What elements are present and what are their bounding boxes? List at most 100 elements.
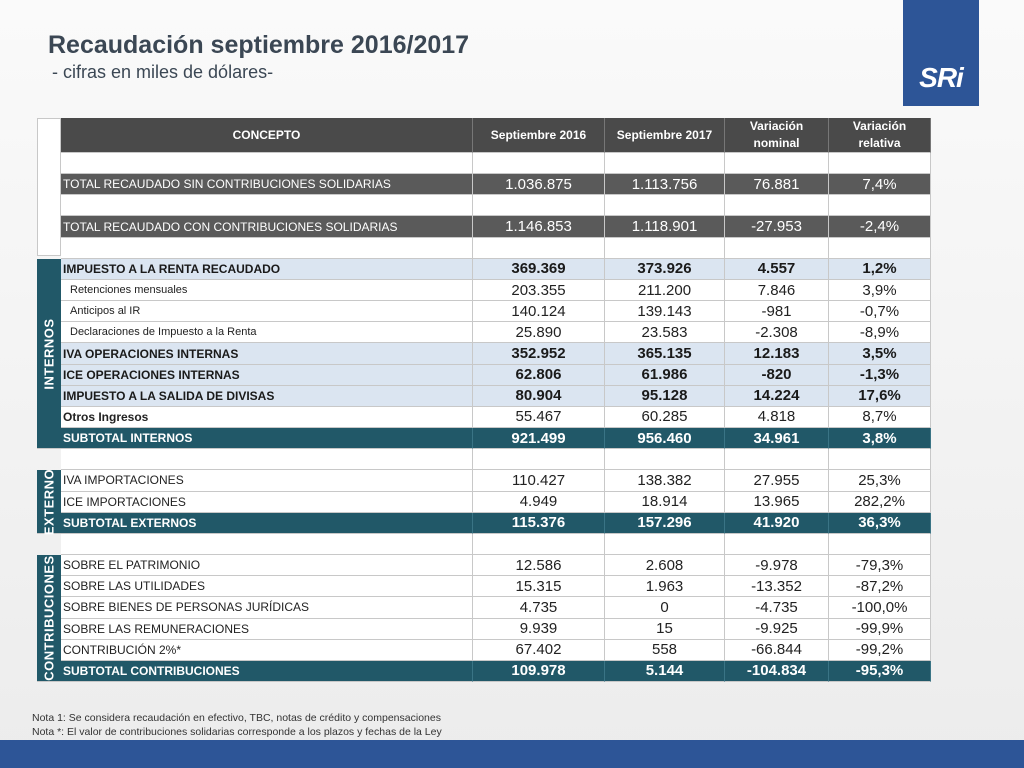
value-cell: 9.939 bbox=[473, 618, 605, 640]
spacer-cell bbox=[605, 237, 725, 259]
bottom-bar bbox=[0, 740, 1024, 768]
value-cell: -2,4% bbox=[829, 216, 931, 238]
concept-cell: IMPUESTO A LA RENTA RECAUDADO bbox=[61, 258, 473, 280]
value-cell: 67.402 bbox=[473, 639, 605, 661]
value-cell: 373.926 bbox=[605, 258, 725, 280]
value-cell: 15 bbox=[605, 618, 725, 640]
group-label: CONTRIBUCIONES bbox=[41, 555, 57, 681]
spacer-cell bbox=[725, 237, 829, 259]
concept-cell: IVA OPERACIONES INTERNAS bbox=[61, 343, 473, 365]
value-cell: 365.135 bbox=[605, 343, 725, 365]
value-cell: 60.285 bbox=[605, 406, 725, 429]
spacer-cell bbox=[725, 449, 829, 471]
value-cell: -8,9% bbox=[829, 322, 931, 344]
value-cell: 27.955 bbox=[725, 470, 829, 492]
column-header: Septiembre 2016 bbox=[473, 118, 605, 153]
value-cell: 61.986 bbox=[605, 364, 725, 386]
value-cell: 4.735 bbox=[473, 597, 605, 619]
value-cell: 1.963 bbox=[605, 576, 725, 598]
spacer-cell bbox=[473, 533, 605, 556]
value-cell: 18.914 bbox=[605, 491, 725, 513]
group-label-box: INTERNOS bbox=[37, 258, 61, 450]
title: Recaudación septiembre 2016/2017 bbox=[48, 31, 470, 59]
value-cell: 369.369 bbox=[473, 258, 605, 280]
column-header: Variación nominal bbox=[725, 118, 829, 153]
value-cell: -95,3% bbox=[829, 660, 931, 682]
group-label: INTERNOS bbox=[41, 317, 57, 390]
value-cell: 115.376 bbox=[473, 512, 605, 534]
value-cell: 95.128 bbox=[605, 385, 725, 407]
value-cell: 62.806 bbox=[473, 364, 605, 386]
value-cell: -9.978 bbox=[725, 555, 829, 577]
spacer-cell bbox=[605, 153, 725, 175]
value-cell: -99,9% bbox=[829, 618, 931, 640]
spacer-cell bbox=[61, 153, 473, 175]
concept-cell: ICE OPERACIONES INTERNAS bbox=[61, 364, 473, 386]
spacer-cell bbox=[605, 449, 725, 471]
spacer-cell bbox=[725, 195, 829, 217]
value-cell: 7,4% bbox=[829, 174, 931, 196]
value-cell: 3,9% bbox=[829, 279, 931, 302]
value-cell: -87,2% bbox=[829, 576, 931, 598]
value-cell: 12.183 bbox=[725, 343, 829, 365]
value-cell: 55.467 bbox=[473, 406, 605, 429]
note-2: Nota *: El valor de contribuciones solid… bbox=[32, 726, 442, 738]
value-cell: -2.308 bbox=[725, 322, 829, 344]
value-cell: -820 bbox=[725, 364, 829, 386]
value-cell: -1,3% bbox=[829, 364, 931, 386]
value-cell: 558 bbox=[605, 639, 725, 661]
concept-cell: SUBTOTAL EXTERNOS bbox=[61, 512, 473, 534]
logo-box: SRi bbox=[903, 0, 979, 106]
concept-cell: IMPUESTO A LA SALIDA DE DIVISAS bbox=[61, 385, 473, 407]
value-cell: 921.499 bbox=[473, 428, 605, 450]
value-cell: 25,3% bbox=[829, 470, 931, 492]
spacer-cell bbox=[473, 237, 605, 259]
value-cell: 25.890 bbox=[473, 322, 605, 344]
concept-cell: Otros Ingresos bbox=[61, 406, 473, 429]
spacer-cell bbox=[61, 237, 473, 259]
value-cell: 4.949 bbox=[473, 491, 605, 513]
spacer-cell bbox=[829, 153, 931, 175]
value-cell: 1.036.875 bbox=[473, 174, 605, 196]
value-cell: 1.118.901 bbox=[605, 216, 725, 238]
value-cell: -104.834 bbox=[725, 660, 829, 682]
spacer-cell bbox=[473, 153, 605, 175]
value-cell: 109.978 bbox=[473, 660, 605, 682]
value-cell: -100,0% bbox=[829, 597, 931, 619]
value-cell: 138.382 bbox=[605, 470, 725, 492]
spacer-cell bbox=[473, 449, 605, 471]
value-cell: 352.952 bbox=[473, 343, 605, 365]
concept-cell: ICE IMPORTACIONES bbox=[61, 491, 473, 513]
value-cell: 1.113.756 bbox=[605, 174, 725, 196]
spacer-cell bbox=[829, 449, 931, 471]
note-1: Nota 1: Se considera recaudación en efec… bbox=[32, 712, 441, 724]
spacer-cell bbox=[61, 533, 473, 556]
column-header: Variación relativa bbox=[829, 118, 931, 153]
concept-cell: Retenciones mensuales bbox=[61, 279, 473, 302]
value-cell: 157.296 bbox=[605, 512, 725, 534]
spacer-cell bbox=[61, 449, 473, 471]
group-label: EXTERNO bbox=[41, 468, 57, 535]
spacer-cell bbox=[829, 237, 931, 259]
value-cell: 13.965 bbox=[725, 491, 829, 513]
spacer-cell bbox=[605, 195, 725, 217]
concept-cell: SOBRE LAS UTILIDADES bbox=[61, 576, 473, 598]
value-cell: -4.735 bbox=[725, 597, 829, 619]
value-cell: 203.355 bbox=[473, 279, 605, 302]
value-cell: 282,2% bbox=[829, 491, 931, 513]
spacer-cell bbox=[829, 533, 931, 556]
value-cell: 76.881 bbox=[725, 174, 829, 196]
column-header: CONCEPTO bbox=[61, 118, 473, 153]
value-cell: -27.953 bbox=[725, 216, 829, 238]
concept-cell: SOBRE LAS REMUNERACIONES bbox=[61, 618, 473, 640]
value-cell: 0 bbox=[605, 597, 725, 619]
concept-cell: Anticipos al IR bbox=[61, 301, 473, 323]
value-cell: 140.124 bbox=[473, 301, 605, 323]
group-label-box: CONTRIBUCIONES bbox=[37, 555, 61, 682]
spacer-cell bbox=[725, 533, 829, 556]
value-cell: -66.844 bbox=[725, 639, 829, 661]
value-cell: 1,2% bbox=[829, 258, 931, 280]
spacer-cell bbox=[829, 195, 931, 217]
concept-cell: SOBRE BIENES DE PERSONAS JURÍDICAS bbox=[61, 597, 473, 619]
table: CONCEPTO Septiembre 2016 Septiembre 2017 Va… bbox=[37, 118, 931, 682]
